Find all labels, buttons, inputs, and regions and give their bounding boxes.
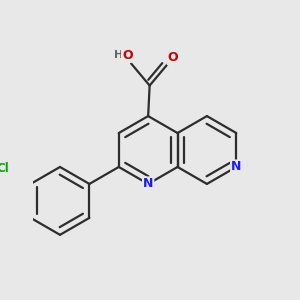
Text: Cl: Cl: [0, 161, 10, 175]
Text: O: O: [168, 51, 178, 64]
Text: H: H: [114, 50, 123, 59]
Text: N: N: [231, 160, 242, 173]
Text: O: O: [122, 49, 133, 62]
Text: N: N: [143, 177, 153, 190]
